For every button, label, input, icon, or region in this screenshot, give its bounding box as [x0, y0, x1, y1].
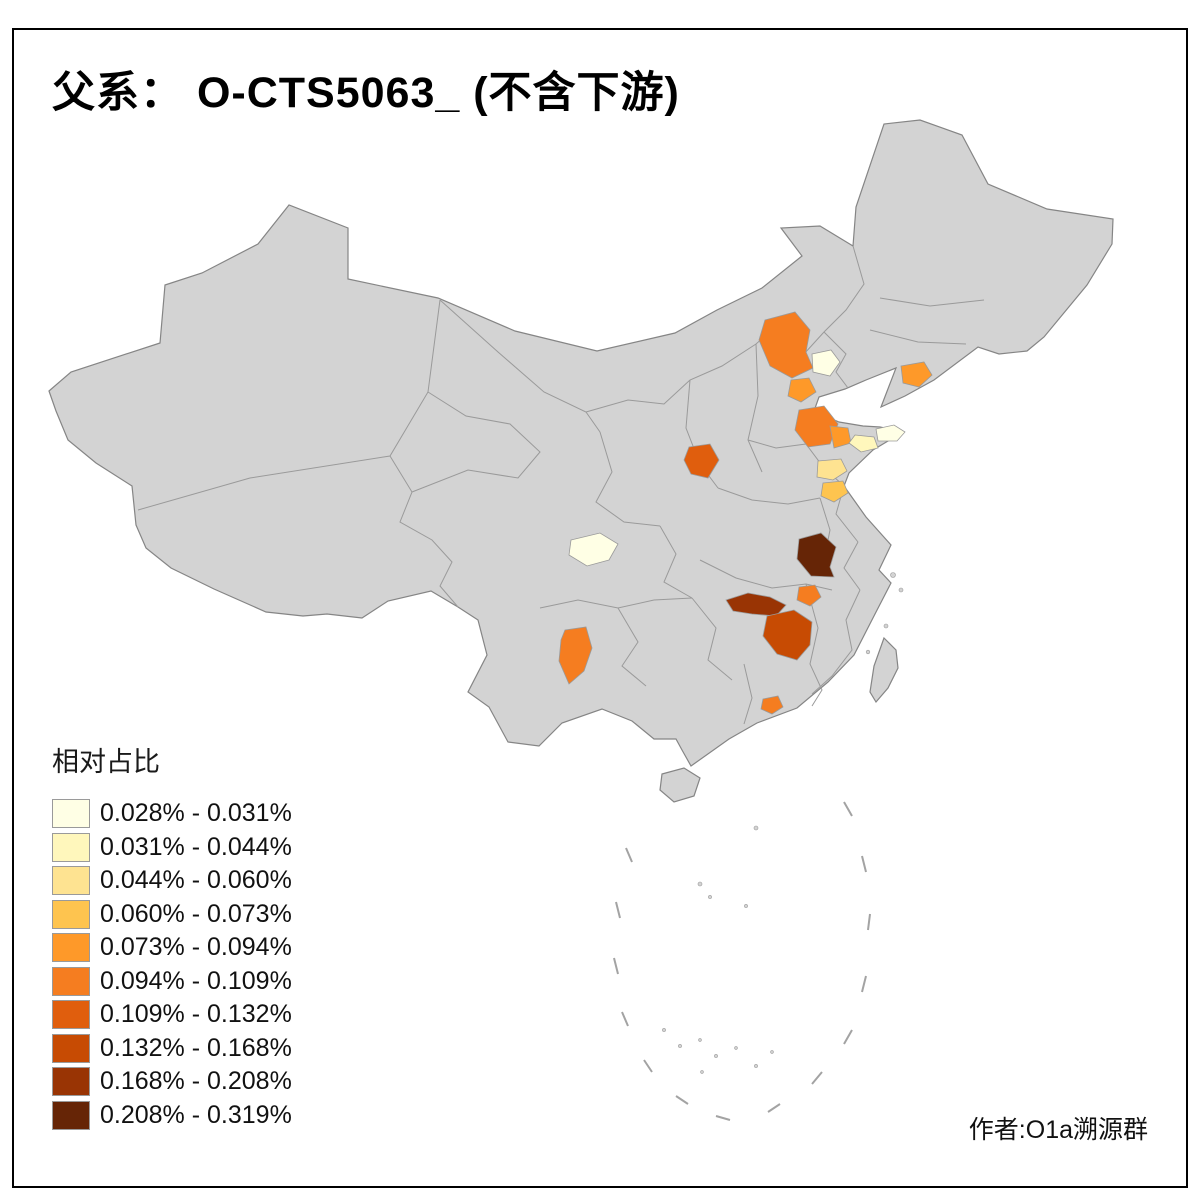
legend-item: 0.168% - 0.208%	[52, 1065, 292, 1099]
legend-label: 0.028% - 0.031%	[100, 799, 292, 828]
region-hunan-central	[762, 609, 813, 661]
legend-label: 0.044% - 0.060%	[100, 866, 292, 895]
region-jiangsu-central	[820, 480, 849, 503]
island-dots	[662, 572, 904, 1074]
legend-item: 0.060% - 0.073%	[52, 898, 292, 932]
hainan-island	[659, 767, 701, 803]
legend-item: 0.044% - 0.060%	[52, 864, 292, 898]
region-liaoning-south	[900, 361, 933, 388]
legend-label: 0.109% - 0.132%	[100, 1000, 292, 1029]
legend-swatch	[52, 933, 90, 963]
legend-item: 0.073% - 0.094%	[52, 931, 292, 965]
province-borders	[137, 245, 985, 725]
legend-label: 0.094% - 0.109%	[100, 966, 292, 995]
region-shanxi-south	[683, 443, 720, 479]
legend-title: 相对占比	[52, 747, 160, 777]
region-hunan-guizhou-border	[725, 592, 787, 617]
nine-dash-line	[613, 801, 871, 1121]
region-yunnan-central	[558, 626, 593, 685]
legend-item: 0.094% - 0.109%	[52, 965, 292, 999]
legend-label: 0.073% - 0.094%	[100, 933, 292, 962]
author-credit: 作者:O1a溯源群	[968, 1116, 1148, 1144]
region-hebei-south	[794, 405, 839, 448]
region-beijing-area	[811, 349, 841, 377]
colored-regions	[558, 311, 933, 715]
legend-swatch	[52, 899, 90, 929]
legend-swatch	[52, 866, 90, 896]
page-title: 父系： O-CTS5063_ (不含下游)	[52, 69, 680, 117]
legend-label: 0.060% - 0.073%	[100, 899, 292, 928]
region-sichuan-chengdu	[568, 532, 619, 567]
legend-item: 0.109% - 0.132%	[52, 998, 292, 1032]
legend-swatch	[52, 1033, 90, 1063]
legend: 相对占比 0.028% - 0.031% 0.031% - 0.044% 0.0…	[52, 740, 292, 1132]
legend-label: 0.168% - 0.208%	[100, 1067, 292, 1096]
legend-swatch	[52, 1067, 90, 1097]
legend-swatch	[52, 799, 90, 829]
legend-item: 0.208% - 0.319%	[52, 1099, 292, 1133]
legend-label: 0.208% - 0.319%	[100, 1100, 292, 1129]
legend-swatch	[52, 1000, 90, 1030]
legend-item: 0.132% - 0.168%	[52, 1032, 292, 1066]
region-hebei-central	[787, 377, 817, 403]
legend-item: 0.028% - 0.031%	[52, 797, 292, 831]
region-hubei-south	[796, 584, 822, 607]
region-jiangsu-north	[816, 458, 848, 481]
legend-swatch	[52, 966, 90, 996]
legend-swatch	[52, 1100, 90, 1130]
region-hubei-east	[796, 532, 837, 578]
legend-item: 0.031% - 0.044%	[52, 831, 292, 865]
region-shandong-peninsula-east	[875, 424, 906, 442]
mainland-outline	[48, 119, 1114, 767]
legend-swatch	[52, 832, 90, 862]
legend-label: 0.031% - 0.044%	[100, 832, 292, 861]
region-guangdong-coast	[760, 695, 784, 715]
region-shandong-peninsula-west	[848, 434, 879, 453]
taiwan-island	[869, 636, 899, 704]
legend-label: 0.132% - 0.168%	[100, 1033, 292, 1062]
